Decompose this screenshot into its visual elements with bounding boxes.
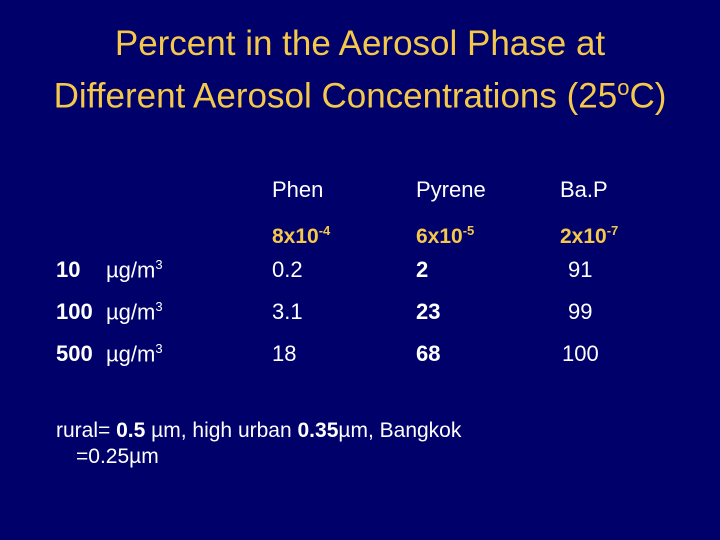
- row-label-500: 500 µg/m3: [56, 341, 163, 367]
- row-unit-exponent: 3: [155, 257, 163, 272]
- footnote-urban-size: 0.35: [297, 419, 339, 442]
- coefficient-pyrene-exponent: -5: [462, 223, 475, 238]
- cell-pyrene-10: 2: [416, 257, 429, 282]
- row-unit: µg/m: [106, 299, 156, 325]
- title-line-2: Different Aerosol Concentrations (25oC): [0, 66, 720, 119]
- coefficient-phen-base: 8x10: [272, 225, 319, 248]
- cell-phen-100: 3.1: [272, 299, 303, 324]
- column-header-bap: Ba.P: [560, 177, 608, 202]
- column-header-phen: Phen: [272, 177, 324, 202]
- cell-pyrene-100: 23: [416, 299, 441, 324]
- coefficient-bap-base: 2x10: [560, 225, 607, 248]
- footnote-text-1: rural=: [56, 419, 117, 442]
- coefficient-pyrene-base: 6x10: [416, 225, 463, 248]
- slide-title: Percent in the Aerosol Phase at Differen…: [0, 22, 720, 119]
- title-line-2-end: C): [629, 76, 667, 116]
- cell-bap-10: 91: [568, 257, 593, 282]
- cell-phen-10: 0.2: [272, 257, 303, 282]
- column-header-pyrene: Pyrene: [416, 177, 486, 202]
- row-unit-exponent: 3: [155, 341, 163, 356]
- row-label-100: 100 µg/m3: [56, 299, 163, 325]
- footnote-line-2: =0.25µm: [76, 445, 159, 468]
- row-concentration: 100: [56, 299, 93, 325]
- footnote-rural-size: 0.5: [116, 419, 146, 442]
- row-concentration: 10: [56, 257, 81, 283]
- coefficient-bap-exponent: -7: [606, 223, 619, 238]
- row-label-10: 10 µg/m3: [56, 257, 163, 283]
- footnote-text-2: µm, high urban: [145, 419, 298, 442]
- footnote: rural= 0.5 µm, high urban 0.35µm, Bangko…: [56, 418, 676, 470]
- degree-superscript: o: [617, 75, 630, 100]
- row-unit: µg/m: [106, 257, 156, 283]
- row-unit: µg/m: [106, 341, 156, 367]
- row-unit-exponent: 3: [155, 299, 163, 314]
- cell-bap-500: 100: [562, 341, 599, 366]
- coefficient-bap: 2x10-7: [560, 223, 618, 249]
- cell-bap-100: 99: [568, 299, 593, 324]
- title-line-1: Percent in the Aerosol Phase at: [114, 24, 606, 63]
- coefficient-phen-exponent: -4: [318, 223, 331, 238]
- footnote-text-3: µm, Bangkok: [338, 419, 462, 442]
- cell-pyrene-500: 68: [416, 341, 441, 366]
- row-concentration: 500: [56, 341, 93, 367]
- cell-phen-500: 18: [272, 341, 297, 366]
- coefficient-pyrene: 6x10-5: [416, 223, 474, 249]
- coefficient-phen: 8x10-4: [272, 223, 330, 249]
- footnote-line-1: rural= 0.5 µm, high urban 0.35µm, Bangko…: [56, 418, 676, 444]
- title-line-2-text: Different Aerosol Concentrations (25: [53, 76, 618, 116]
